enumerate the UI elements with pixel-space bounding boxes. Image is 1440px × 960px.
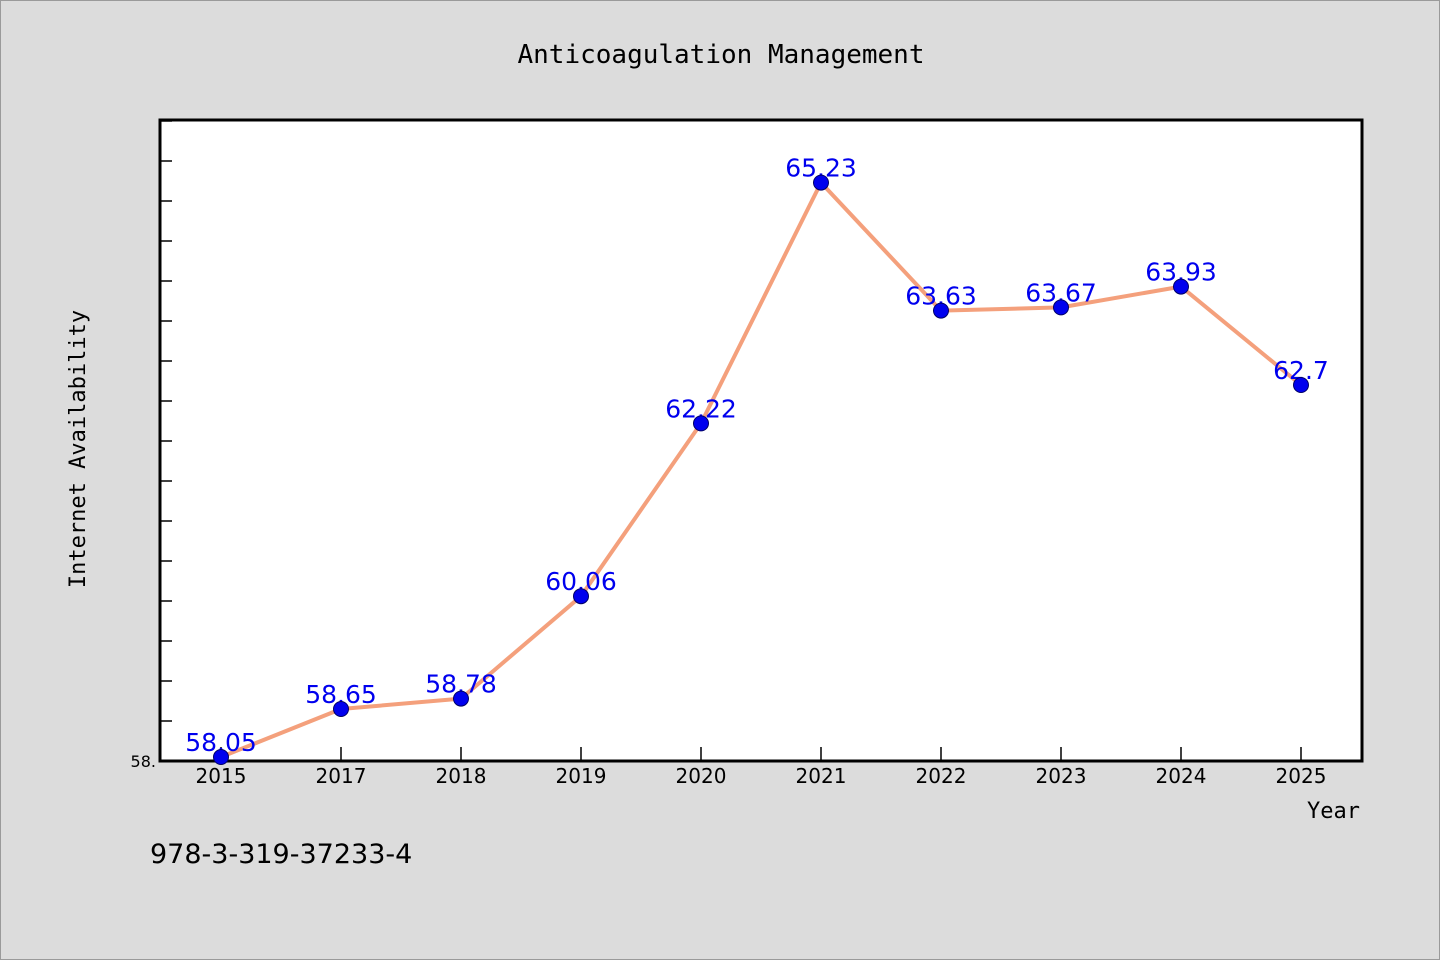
chart-title: Anticoagulation Management: [518, 40, 925, 70]
plot-area: [158, 118, 1364, 763]
x-tick-label: 2020: [676, 764, 727, 788]
data-point: [1173, 278, 1189, 295]
data-point: [213, 749, 229, 765]
x-tick-label: 2018: [436, 764, 487, 788]
x-axis-ticks: 2015 2017 2018 2019 2020 2021 2022 2023 2024 2025: [196, 747, 1327, 788]
x-tick-label: 2021: [796, 764, 847, 788]
data-point: [333, 701, 349, 717]
x-tick-label: 2024: [1156, 764, 1207, 788]
data-point: [813, 174, 829, 191]
data-point: [693, 415, 709, 432]
data-point: [573, 588, 589, 605]
x-tick-label: 2025: [1276, 764, 1327, 788]
x-tick-label: 2023: [1036, 764, 1087, 788]
data-point: [453, 690, 469, 707]
data-point: [1053, 299, 1069, 316]
x-tick-label: 2015: [196, 764, 247, 788]
data-point: [933, 302, 949, 319]
x-axis-label: Year: [1307, 799, 1360, 824]
data-point: [1293, 377, 1309, 393]
y-axis-label: Internet Availability: [66, 310, 91, 588]
series-line: [220, 180, 1303, 759]
y-axis-ticks: [160, 120, 172, 722]
x-tick-label: 2019: [556, 764, 607, 788]
x-tick-label: 2022: [916, 764, 967, 788]
x-tick-label: 2017: [316, 764, 367, 788]
isbn-label: 978-3-319-37233-4: [150, 839, 412, 870]
y-tick-label: 58.: [131, 752, 156, 771]
